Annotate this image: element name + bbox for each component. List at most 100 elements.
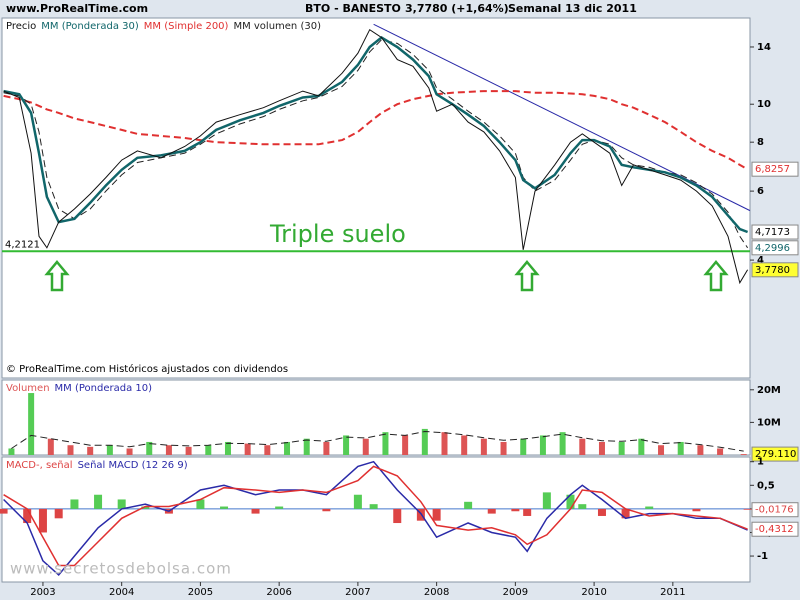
end-label-box	[751, 502, 799, 518]
histogram-bar	[464, 501, 473, 509]
histogram-bar	[117, 499, 126, 509]
volume-bar	[421, 428, 428, 455]
histogram-bar	[220, 506, 229, 509]
volume-bar	[658, 445, 665, 455]
legend-entry: MM (Ponderada 10)	[55, 383, 153, 394]
series-line	[3, 35, 749, 234]
end-label: -0,0176	[755, 505, 794, 516]
arrow	[514, 260, 540, 292]
histogram-bar	[38, 508, 47, 533]
end-label-box	[751, 224, 799, 240]
volume-bar	[740, 454, 747, 455]
volume-bar	[343, 435, 350, 455]
y-tick-label: 4	[757, 255, 764, 266]
volume-bar	[539, 435, 546, 455]
end-label: 4,7173	[755, 227, 790, 238]
volume-bar	[126, 448, 133, 455]
price-panel	[1, 17, 751, 379]
y-tick-label: 14	[757, 42, 771, 53]
histogram-bar	[251, 508, 260, 514]
series-line	[3, 460, 748, 576]
histogram-bar	[275, 506, 284, 509]
y-tick-label: 6	[757, 186, 764, 197]
histogram-bar	[523, 508, 532, 516]
x-tick-label: 2004	[109, 587, 134, 598]
arrow	[703, 260, 729, 292]
watermark: www.secretosdebolsa.com	[10, 560, 232, 578]
y-tick-label: 8	[757, 137, 764, 148]
end-label-box	[751, 240, 799, 256]
end-label-box	[751, 161, 799, 177]
volume-bar	[618, 441, 625, 455]
y-tick-label: 0,5	[757, 480, 775, 491]
y-tick-label: 10M	[757, 417, 781, 428]
support-label: 4,2121	[5, 239, 40, 250]
x-tick-label: 2008	[424, 587, 449, 598]
end-label: 3,7780	[755, 265, 790, 276]
volume-bar	[461, 435, 468, 455]
histogram-bar	[511, 508, 520, 512]
x-tick-label: 2007	[345, 587, 370, 598]
histogram-bar	[597, 508, 606, 516]
histogram-bar	[645, 506, 654, 509]
site: www.ProRealTime.com	[6, 2, 148, 15]
histogram-bar	[322, 508, 331, 512]
histogram-bar	[743, 508, 752, 510]
volume-bar	[323, 441, 330, 455]
macd-panel	[1, 456, 751, 583]
histogram-bar	[54, 508, 63, 519]
y-tick-label: -1	[757, 551, 768, 562]
histogram-bar	[141, 506, 150, 509]
volume-bar	[165, 445, 172, 455]
series-line	[3, 39, 749, 249]
histogram-bar	[353, 494, 362, 509]
volume-bar	[224, 441, 231, 455]
histogram-bar	[621, 508, 630, 519]
end-label: 279.110	[755, 449, 796, 460]
end-label-box	[751, 521, 799, 537]
histogram-bar	[692, 508, 701, 512]
volume-bar	[264, 445, 271, 455]
x-tick-label: 2011	[660, 587, 685, 598]
x-tick-label: 2006	[266, 587, 291, 598]
copyright: © ProRealTime.com Históricos ajustados c…	[6, 363, 288, 375]
histogram-bar	[542, 492, 551, 509]
volume-bar	[697, 445, 704, 455]
volume-bar	[480, 438, 487, 455]
volume-panel	[1, 379, 751, 456]
y-tick-label: 1	[757, 457, 764, 468]
histogram-bar	[432, 508, 441, 521]
histogram-bar	[70, 499, 79, 509]
volume-bar	[47, 438, 54, 455]
volume-bar	[87, 446, 94, 455]
volume-bar	[559, 432, 566, 455]
volume-bar	[677, 441, 684, 455]
volume-bar	[284, 441, 291, 455]
volume-bar	[382, 432, 389, 455]
volume-bar	[402, 435, 409, 455]
histogram-bar	[23, 508, 32, 524]
series-line	[3, 90, 749, 171]
x-tick-label: 2005	[188, 587, 213, 598]
period: Semanal 13 dic 2011	[508, 2, 637, 15]
volume-bar	[598, 441, 605, 455]
legend-entry: MM volumen (30)	[233, 21, 321, 32]
volume-bar	[303, 438, 310, 455]
volume-bar	[441, 432, 448, 455]
volume-bar	[500, 441, 507, 455]
histogram-bar	[94, 494, 103, 509]
end-label: 6,8257	[755, 164, 790, 175]
end-label-box	[751, 446, 799, 462]
x-tick-label: 2009	[503, 587, 528, 598]
legend-entry: Volumen	[6, 383, 50, 394]
histogram-bar	[0, 508, 8, 514]
legend-entry: MACD-, señal	[6, 460, 73, 471]
legend-entry: MM (Simple 200)	[144, 21, 229, 32]
volume-bar	[717, 448, 724, 455]
histogram-bar	[196, 499, 205, 509]
volume-bar	[638, 438, 645, 455]
ticker: BTO - BANESTO	[305, 2, 401, 15]
quote: 3,7780 (+1,64%)	[405, 2, 509, 15]
volume-bar	[205, 445, 212, 455]
